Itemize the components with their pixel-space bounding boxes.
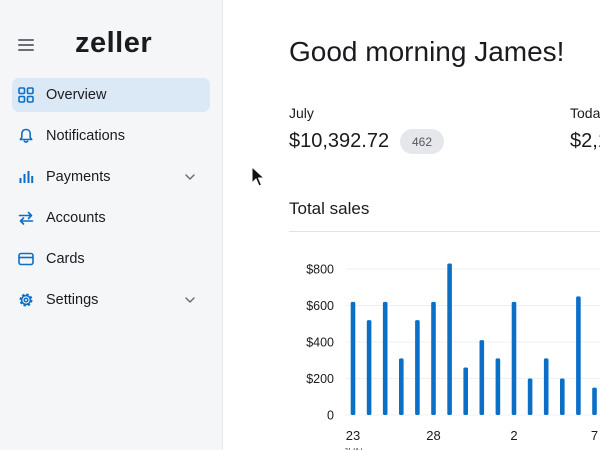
- sidebar-item-label: Cards: [46, 251, 85, 267]
- sidebar-item-accounts[interactable]: Accounts: [12, 201, 210, 235]
- stat-month-label: July: [289, 105, 314, 121]
- chart-bar[interactable]: [382, 301, 388, 415]
- sidebar-nav: Overview Notifications Payments: [12, 78, 210, 324]
- chart-bar[interactable]: [560, 378, 565, 416]
- sidebar-item-payments[interactable]: Payments: [12, 160, 210, 194]
- section-title: Total sales: [289, 199, 370, 218]
- sidebar-item-overview[interactable]: Overview: [12, 78, 210, 112]
- sidebar-item-notifications[interactable]: Notifications: [12, 119, 210, 153]
- sidebar-item-cards[interactable]: Cards: [12, 242, 210, 276]
- x-tick-label: 2: [510, 428, 517, 443]
- sidebar-item-label: Accounts: [46, 210, 106, 226]
- chart-bar[interactable]: [479, 340, 485, 415]
- card-icon: [18, 252, 34, 266]
- bell-icon: [19, 128, 33, 143]
- chart-bar[interactable]: [399, 358, 404, 415]
- bar-chart-icon: [19, 171, 34, 183]
- transfer-arrows-icon: [18, 211, 34, 225]
- sidebar-item-label: Settings: [46, 292, 99, 308]
- mouse-cursor-icon: [251, 166, 265, 187]
- stat-month-value: $10,392.72: [289, 130, 390, 152]
- page-title: Good morning James!: [289, 36, 565, 67]
- chart-bar[interactable]: [592, 387, 597, 415]
- main-content: Good morning James! July $10,392.72 462 …: [224, 0, 600, 450]
- y-tick-label: $800: [306, 263, 334, 277]
- chart-bar[interactable]: [447, 263, 452, 415]
- y-tick-label: $400: [306, 336, 334, 350]
- divider: [289, 231, 600, 232]
- chart-bar[interactable]: [350, 301, 356, 415]
- stat-today-label: Toda: [570, 105, 600, 121]
- total-sales-chart: $800 $600 $400 $200 0 23 28 2 7 JUN: [306, 263, 600, 450]
- x-month-label: JUN: [343, 447, 362, 450]
- chart-bar[interactable]: [431, 301, 436, 415]
- zeller-logo: zeller: [75, 27, 153, 59]
- chart-bar[interactable]: [511, 301, 517, 415]
- sidebar: zeller Overview Notifications: [0, 0, 223, 450]
- chart-bar[interactable]: [576, 296, 581, 415]
- chart-bar[interactable]: [366, 320, 372, 415]
- chevron-down-icon[interactable]: [184, 171, 196, 183]
- x-tick-label: 7: [591, 428, 598, 443]
- grid-icon: [18, 87, 34, 103]
- transaction-count-badge: 462: [400, 129, 445, 154]
- y-tick-label: $600: [306, 299, 334, 313]
- chart-bar[interactable]: [495, 358, 501, 415]
- sidebar-item-label: Payments: [46, 169, 111, 185]
- chart-bar[interactable]: [415, 320, 420, 415]
- x-tick-label: 28: [426, 428, 440, 443]
- chevron-down-icon[interactable]: [184, 294, 196, 306]
- chart-bar[interactable]: [543, 358, 549, 415]
- chart-bar[interactable]: [527, 378, 533, 416]
- sidebar-item-label: Overview: [46, 87, 107, 103]
- x-tick-label: 23: [346, 428, 360, 443]
- stat-today-value: $2,1: [570, 130, 600, 152]
- menu-icon[interactable]: [18, 39, 34, 51]
- gear-icon: [19, 293, 33, 307]
- sidebar-item-label: Notifications: [46, 128, 125, 144]
- sidebar-item-settings[interactable]: Settings: [12, 283, 210, 317]
- y-tick-label: 0: [327, 409, 334, 423]
- y-tick-label: $200: [306, 372, 334, 386]
- chart-bar[interactable]: [463, 367, 468, 415]
